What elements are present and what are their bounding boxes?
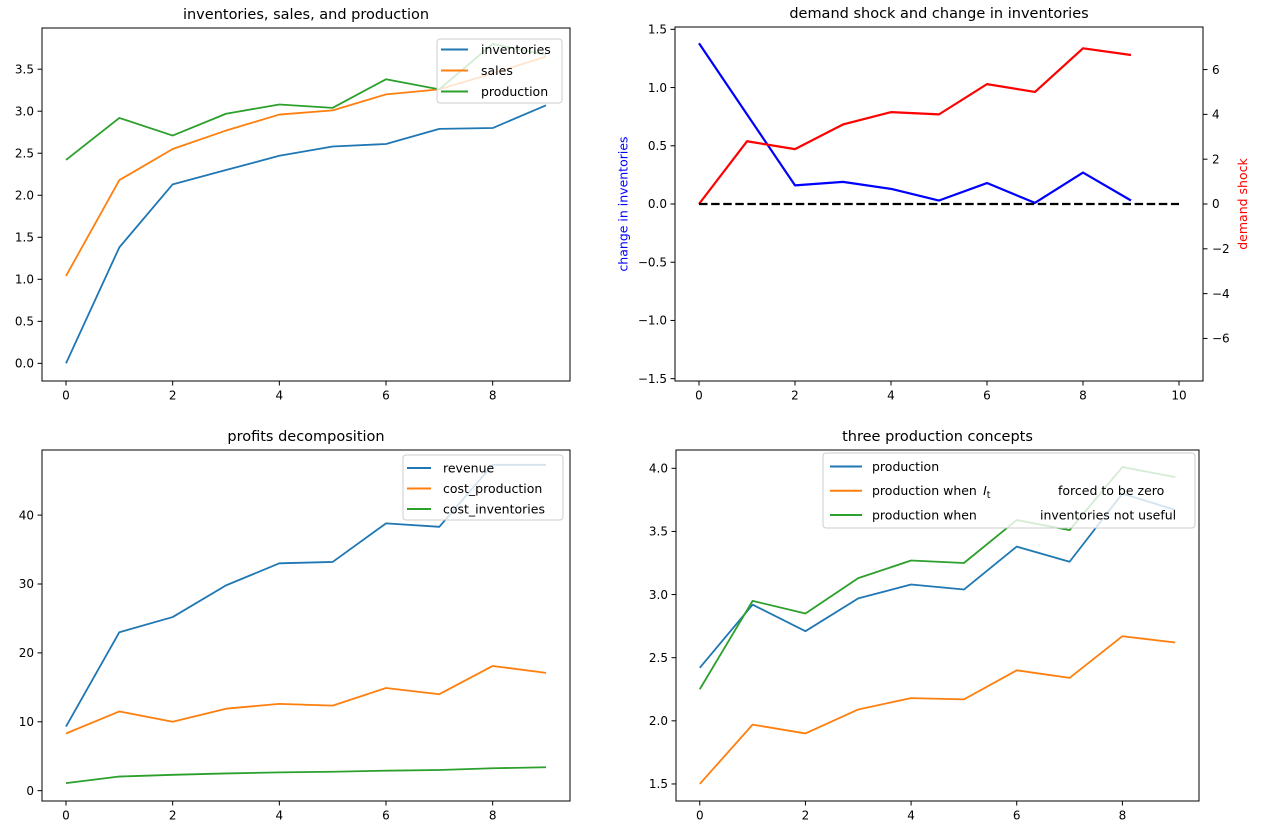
y-tick-label: −1.0 (638, 314, 667, 328)
right-y-tick-label: 6 (1212, 63, 1220, 77)
left-axis-label: change in inventories (616, 136, 631, 271)
y-tick-label: 1.0 (15, 273, 34, 287)
right-y-tick-label: −2 (1212, 242, 1230, 256)
y-tick-label: 2.0 (649, 714, 668, 728)
math-subscript: t (987, 490, 991, 501)
chart-inventories-sales-production: 0 2 4 6 8 0.0 0.5 1.0 1.5 2.0 2.5 3.0 3.5 inventories… (15, 7, 571, 403)
legend-label: sales (481, 63, 513, 78)
chart-title: profits decomposition (227, 429, 384, 445)
legend-label: inventories (481, 42, 551, 57)
y-tick-label: −0.5 (638, 255, 667, 269)
y-tick-label: 1.0 (648, 81, 667, 95)
chart-three-production-concepts: 0 2 4 6 8 1.5 2.0 2.5 3.0 3.5 4.0 three production … (649, 429, 1200, 823)
series-line-change-in-inventories (698, 42, 1132, 204)
x-tick-label: 6 (382, 809, 390, 823)
legend: production production when It forced to be… (822, 452, 1196, 529)
x-tick-label: 0 (695, 389, 703, 403)
y-tick-label: 3.0 (15, 104, 34, 118)
y-tick-label: 3.5 (15, 62, 34, 76)
y-tick-label: 0 (26, 784, 34, 798)
y-tick-label: 30 (19, 577, 34, 591)
series-line-production-when-i-t-forced-to-be-zero (699, 635, 1176, 785)
chart-demand-shock-change-in-inventories: 0 2 4 6 8 10 −1.5 −1.0 −0.5 0.0 0.5 1.0 1.5 −6 −4 −2 0 2 4… (616, 6, 1251, 403)
legend-frame (436, 38, 563, 104)
y-tick-label: 2.5 (15, 146, 34, 160)
series-line-demand-shock (698, 47, 1132, 205)
x-tick-label: 8 (1119, 809, 1127, 823)
y-tick-label: 2.5 (649, 651, 668, 665)
x-tick-label: 2 (169, 389, 177, 403)
x-tick-label: 0 (62, 809, 70, 823)
y-tick-label: 3.5 (649, 525, 668, 539)
x-tick-label: 6 (983, 389, 991, 403)
chart-profits-decomposition: 0 2 4 6 8 0 10 20 30 40 profits decomposition reven… (19, 429, 571, 823)
legend: inventories sales production (436, 38, 563, 104)
x-tick-label: 2 (169, 809, 177, 823)
x-tick-label: 8 (1079, 389, 1087, 403)
legend-label: production when It (872, 483, 991, 501)
right-y-tick-label: −4 (1212, 287, 1230, 301)
y-tick-label: 3.0 (649, 588, 668, 602)
axes-spines (675, 449, 1200, 802)
axes-spines (41, 449, 571, 802)
y-tick-label: 40 (19, 508, 34, 522)
x-tick-label: 10 (1171, 389, 1186, 403)
right-y-tick-label: 2 (1212, 152, 1220, 166)
right-axis-label: demand shock (1235, 158, 1250, 250)
right-y-tick-label: 4 (1212, 108, 1220, 122)
x-tick-label: 6 (382, 389, 390, 403)
y-tick-label: 0.5 (648, 139, 667, 153)
y-tick-label: 2.0 (15, 188, 34, 202)
y-tick-label: 4.0 (649, 462, 668, 476)
y-tick-label: 20 (19, 646, 34, 660)
legend: revenue cost_production cost_inventories (402, 454, 564, 521)
x-tick-label: 0 (696, 809, 704, 823)
math-var: I (983, 483, 987, 498)
x-tick-label: 8 (489, 389, 497, 403)
series-line-cost-inventories (65, 766, 547, 784)
y-tick-label: 10 (19, 715, 34, 729)
y-tick-label: −1.5 (638, 372, 667, 386)
y-tick-label: 0.0 (15, 357, 34, 371)
series-line-inventories (65, 104, 547, 364)
y-tick-label: 1.5 (648, 23, 667, 37)
chart-title: inventories, sales, and production (183, 7, 429, 23)
x-tick-label: 2 (791, 389, 799, 403)
x-tick-label: 2 (802, 809, 810, 823)
y-tick-label: 0.5 (15, 315, 34, 329)
axes-spines (41, 27, 571, 382)
legend-label: cost_production (443, 481, 542, 496)
chart-title: demand shock and change in inventories (789, 6, 1088, 22)
x-tick-label: 4 (887, 389, 895, 403)
x-tick-label: 4 (276, 389, 284, 403)
x-tick-label: 4 (276, 809, 284, 823)
x-tick-label: 6 (1013, 809, 1021, 823)
legend-frame (402, 454, 564, 521)
series-line-cost-production (65, 665, 547, 735)
legend-label-right: inventories not useful (1040, 507, 1176, 522)
y-tick-label: 1.5 (649, 777, 668, 791)
x-tick-label: 4 (907, 809, 915, 823)
x-tick-label: 8 (489, 809, 497, 823)
legend-label: production (481, 84, 548, 99)
y-tick-label: 0.0 (648, 197, 667, 211)
legend-label: revenue (443, 460, 494, 475)
y-tick-label: 1.5 (15, 230, 34, 244)
legend-label: production (872, 459, 939, 474)
chart-title: three production concepts (842, 429, 1033, 445)
right-y-tick-label: 0 (1212, 197, 1220, 211)
right-y-tick-label: −6 (1212, 332, 1230, 346)
legend-label: production when (872, 507, 977, 522)
legend-frame (822, 452, 1196, 529)
x-tick-label: 0 (62, 389, 70, 403)
legend-label: cost_inventories (443, 501, 545, 516)
legend-label-right: forced to be zero (1058, 483, 1164, 498)
